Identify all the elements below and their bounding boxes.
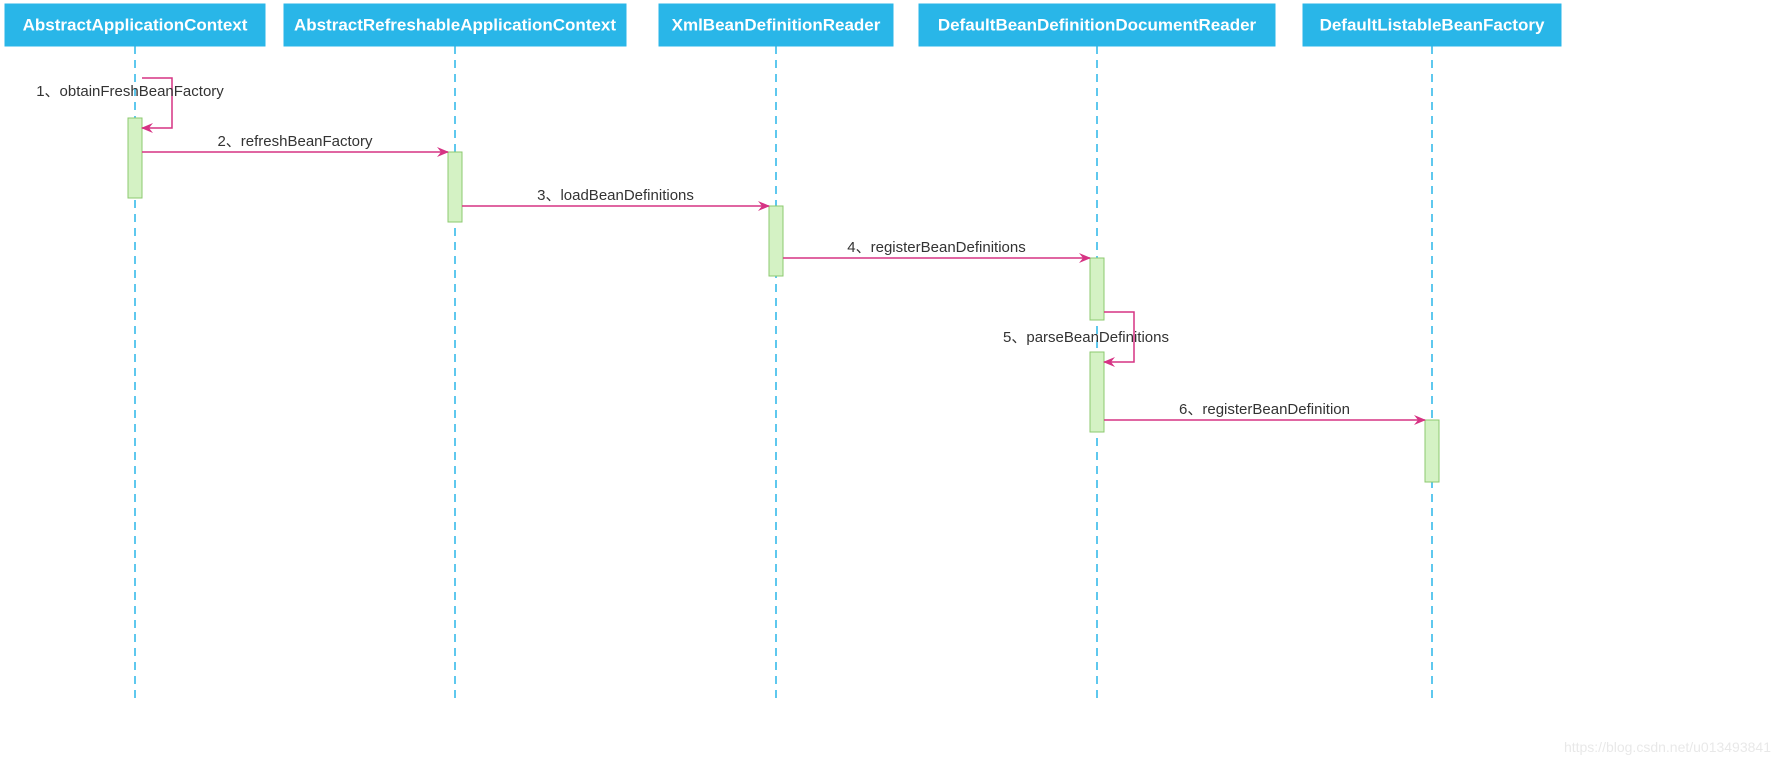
activation-5 bbox=[1425, 420, 1439, 482]
participant-label-p4: DefaultBeanDefinitionDocumentReader bbox=[938, 15, 1257, 34]
activation-2 bbox=[769, 206, 783, 276]
message-label-3: 3、loadBeanDefinitions bbox=[537, 187, 694, 204]
participant-label-p5: DefaultListableBeanFactory bbox=[1320, 15, 1545, 34]
sequence-diagram: AbstractApplicationContext AbstractRefres… bbox=[0, 0, 1781, 762]
message-label-2: 2、refreshBeanFactory bbox=[217, 133, 373, 150]
message-label-1: 1、obtainFreshBeanFactory bbox=[36, 83, 224, 100]
diagram-background bbox=[0, 0, 1781, 762]
message-label-5: 5、parseBeanDefinitions bbox=[1003, 329, 1169, 346]
participant-label-p2: AbstractRefreshableApplicationContext bbox=[294, 15, 616, 34]
message-label-4: 4、registerBeanDefinitions bbox=[847, 239, 1025, 256]
activation-1 bbox=[448, 152, 462, 222]
activation-0 bbox=[128, 118, 142, 198]
participant-label-p1: AbstractApplicationContext bbox=[23, 15, 248, 34]
activation-3 bbox=[1090, 258, 1104, 320]
sequence-diagram-container: AbstractApplicationContext AbstractRefres… bbox=[0, 0, 1781, 762]
watermark-text: https://blog.csdn.net/u013493841 bbox=[1564, 739, 1771, 755]
message-label-6: 6、registerBeanDefinition bbox=[1179, 401, 1350, 418]
activation-4 bbox=[1090, 352, 1104, 432]
participant-label-p3: XmlBeanDefinitionReader bbox=[672, 15, 881, 34]
